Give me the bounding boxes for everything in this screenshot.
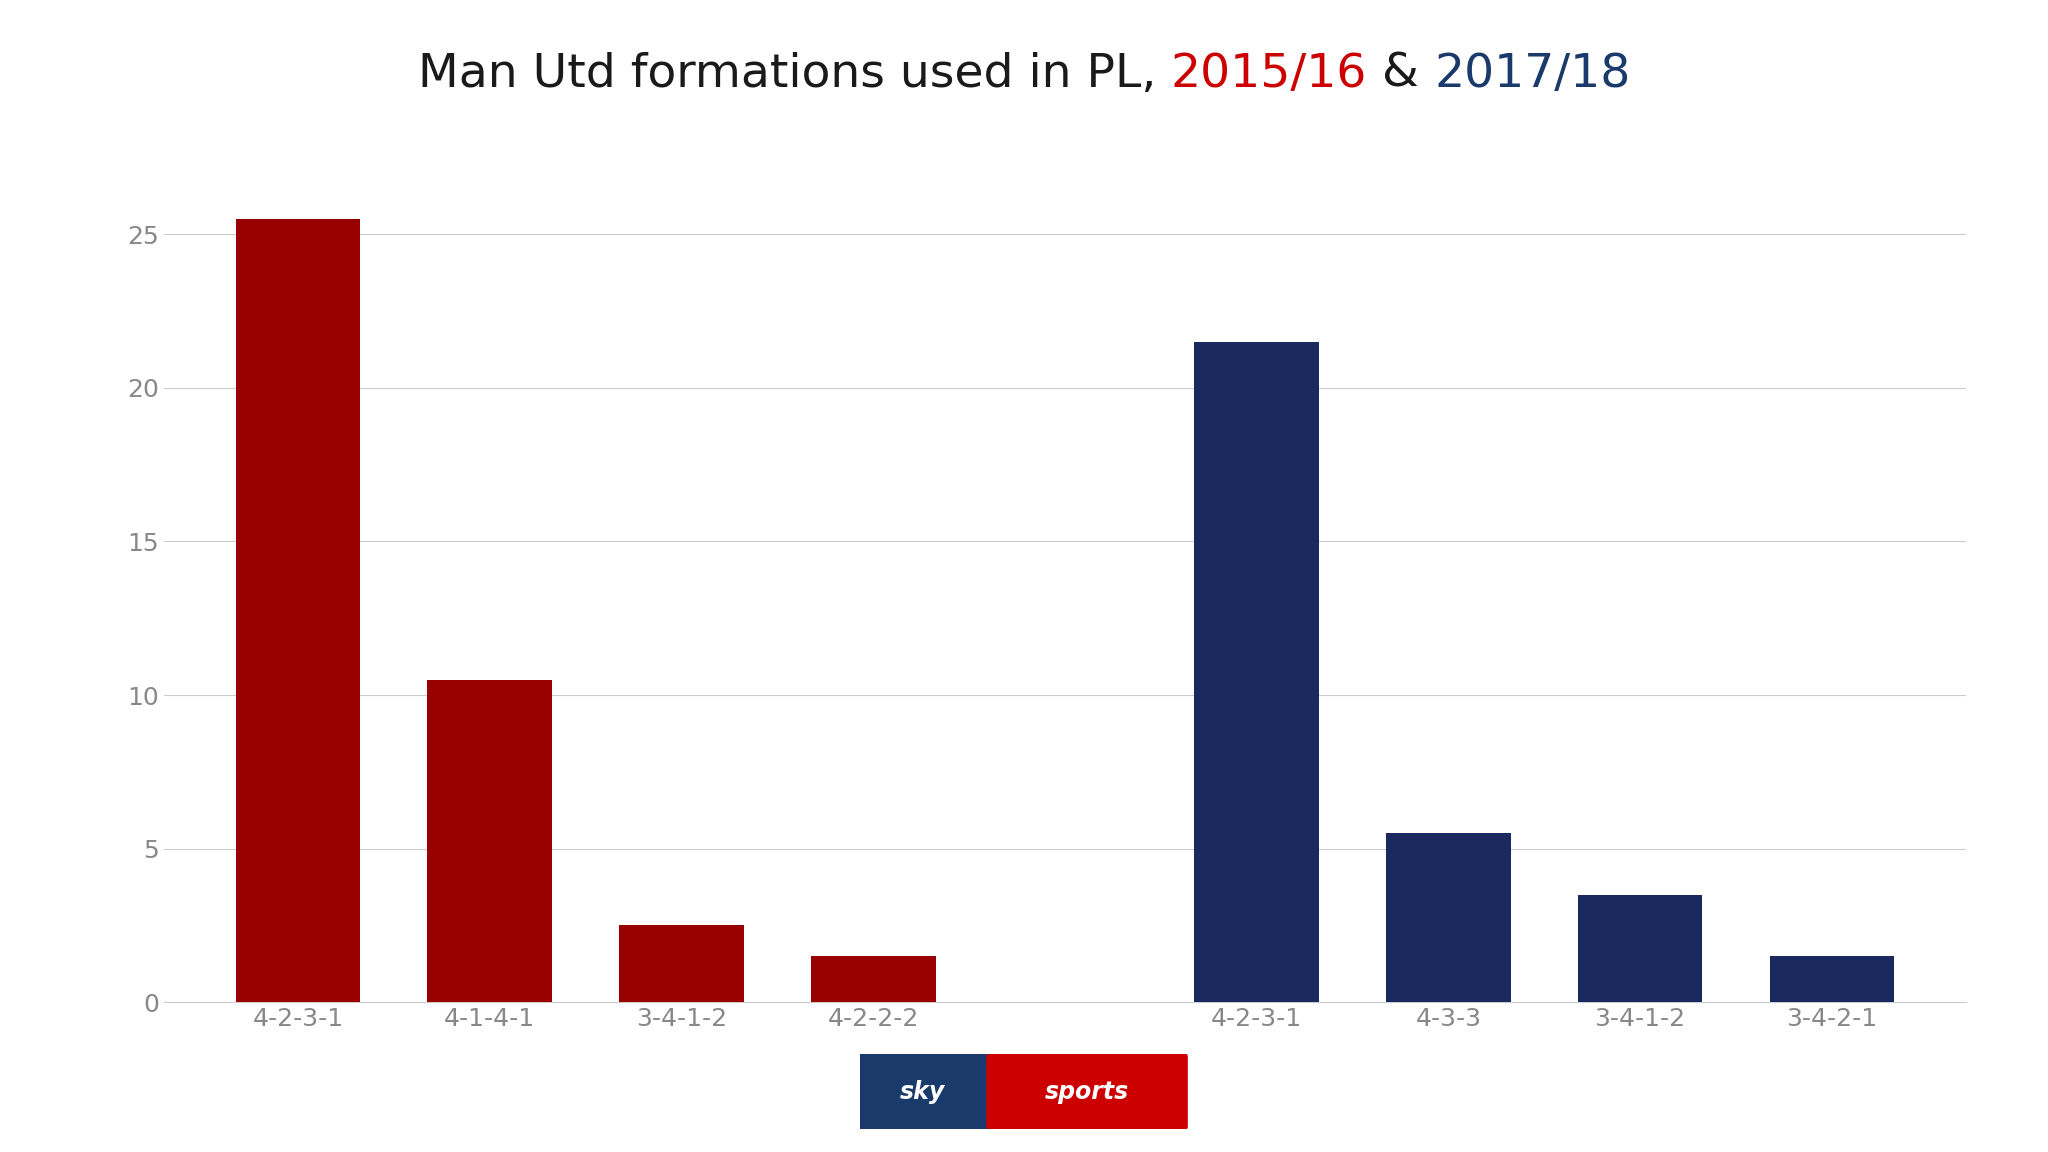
Bar <box>1577 895 1702 1002</box>
Bar <box>236 219 360 1002</box>
Text: &: & <box>1368 52 1434 97</box>
Bar <box>618 925 743 1002</box>
Bar <box>1386 833 1511 1002</box>
FancyBboxPatch shape <box>987 1053 1188 1130</box>
Text: sports: sports <box>1044 1079 1128 1104</box>
Text: 2015/16: 2015/16 <box>1171 52 1368 97</box>
Bar <box>1194 342 1319 1002</box>
Bar <box>428 680 553 1002</box>
Bar <box>811 956 936 1002</box>
Text: 2017/18: 2017/18 <box>1434 52 1630 97</box>
Bar <box>1769 956 1894 1002</box>
Text: sky: sky <box>899 1079 944 1104</box>
Text: Man Utd formations used in PL,: Man Utd formations used in PL, <box>418 52 1171 97</box>
FancyBboxPatch shape <box>856 1053 989 1130</box>
